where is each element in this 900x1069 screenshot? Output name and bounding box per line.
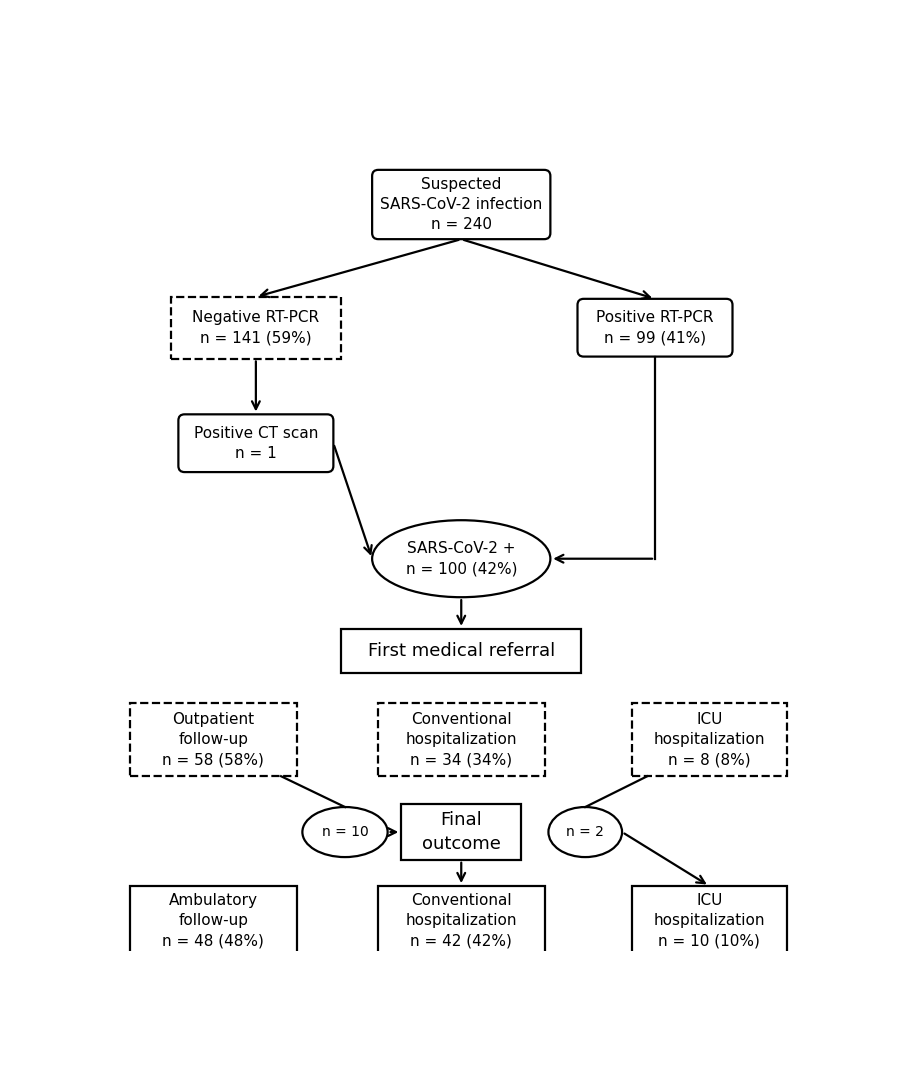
Bar xyxy=(632,886,787,956)
FancyBboxPatch shape xyxy=(578,299,733,357)
Bar xyxy=(401,804,521,859)
Ellipse shape xyxy=(548,807,622,857)
Bar xyxy=(171,297,341,358)
Text: Negative RT-PCR
n = 141 (59%): Negative RT-PCR n = 141 (59%) xyxy=(193,310,320,345)
Text: First medical referral: First medical referral xyxy=(367,642,555,661)
Bar xyxy=(378,886,544,956)
Text: n = 10: n = 10 xyxy=(321,825,368,839)
FancyBboxPatch shape xyxy=(372,170,551,239)
Text: ICU
hospitalization
n = 10 (10%): ICU hospitalization n = 10 (10%) xyxy=(653,893,765,948)
Text: Suspected
SARS-CoV-2 infection
n = 240: Suspected SARS-CoV-2 infection n = 240 xyxy=(380,176,543,232)
Bar xyxy=(378,703,544,776)
Text: Positive CT scan
n = 1: Positive CT scan n = 1 xyxy=(194,425,318,461)
Bar xyxy=(130,703,297,776)
Text: SARS-CoV-2 +
n = 100 (42%): SARS-CoV-2 + n = 100 (42%) xyxy=(406,541,517,576)
Bar xyxy=(632,703,787,776)
Bar xyxy=(341,629,581,673)
Text: Positive RT-PCR
n = 99 (41%): Positive RT-PCR n = 99 (41%) xyxy=(596,310,714,345)
Text: Conventional
hospitalization
n = 34 (34%): Conventional hospitalization n = 34 (34%… xyxy=(406,712,517,768)
Text: Ambulatory
follow-up
n = 48 (48%): Ambulatory follow-up n = 48 (48%) xyxy=(162,893,265,948)
Text: ICU
hospitalization
n = 8 (8%): ICU hospitalization n = 8 (8%) xyxy=(653,712,765,768)
Text: Outpatient
follow-up
n = 58 (58%): Outpatient follow-up n = 58 (58%) xyxy=(162,712,265,768)
Text: n = 2: n = 2 xyxy=(566,825,604,839)
FancyBboxPatch shape xyxy=(178,415,333,472)
Bar xyxy=(130,886,297,956)
Ellipse shape xyxy=(372,521,551,598)
Text: Conventional
hospitalization
n = 42 (42%): Conventional hospitalization n = 42 (42%… xyxy=(406,893,517,948)
Ellipse shape xyxy=(302,807,388,857)
Text: Final
outcome: Final outcome xyxy=(422,811,500,853)
